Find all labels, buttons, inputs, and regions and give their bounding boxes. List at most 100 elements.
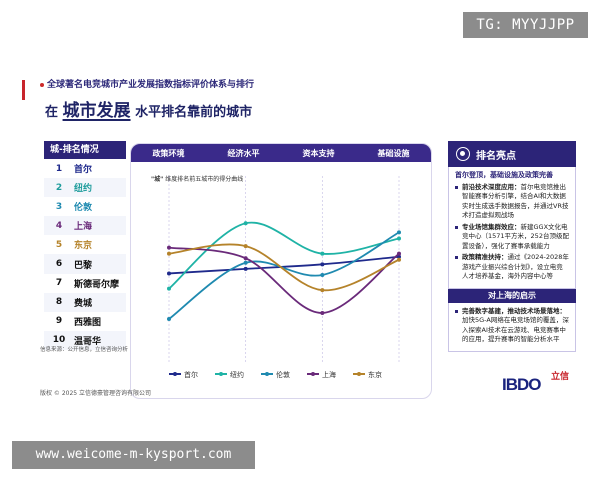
highlights-title: 排名亮点 (476, 150, 516, 162)
series-line (168, 246, 400, 314)
data-point (397, 251, 401, 256)
data-point (397, 257, 401, 262)
kicker-text: 全球著名电竞城市产业发展指数指标评价体系与排行 (47, 80, 255, 90)
category-header-label: 经济水平 (227, 148, 260, 158)
accent-bar (22, 80, 25, 100)
rank-number: 3 (55, 201, 63, 212)
rank-number: 4 (55, 220, 63, 231)
data-point (243, 256, 248, 261)
rank-number: 1 (55, 163, 63, 174)
highlight-bullet: 完善数字基建，推动技术场景落地：加快5G-A网络在电竞场馆的覆盖，深入探索AI技… (455, 307, 569, 345)
slide: 全球著名电竞城市产业发展指数指标评价体系与排行 在 城市发展 水平排名靠前的城市… (0, 55, 600, 405)
rank-city: 西雅图 (74, 317, 102, 328)
section-kicker: 全球著名电竞城市产业发展指数指标评价体系与排行 (40, 77, 254, 90)
series-line (168, 221, 400, 290)
telegram-watermark: TG: MYYJJPP (463, 12, 588, 38)
series-line (168, 243, 400, 292)
category-header-label: 基础设施 (377, 148, 410, 158)
ranking-row: 6 巴黎 (44, 254, 126, 274)
legend-label: 首尔 (184, 370, 198, 379)
rank-city: 温哥华 (74, 336, 102, 347)
ranking-panel: 城-排名情况 1 首尔 2 纽约 3 伦敦 4 上海 5 东京 6 巴黎 7 斯德哥尔摩 8 费城 9 西雅图 10… (44, 141, 126, 391)
logo-text: IBDO (502, 375, 541, 394)
data-point (167, 286, 171, 291)
rank-city: 首尔 (74, 165, 93, 176)
data-point (320, 272, 325, 277)
ranking-row: 4 上海 (44, 216, 126, 236)
data-point (243, 244, 248, 249)
title-pre: 在 (45, 105, 59, 120)
highlights-box: 首尔登顶，基础设施及政策完善 前沿技术深度应用：首尔电竞馆推出智能赛事分析引擎，… (448, 167, 576, 289)
data-point (167, 271, 171, 276)
highlight-bullet: 专业场馆集群效应：新建GGX文化电竞中心（1571平方米，252台顶级配置设备）… (455, 223, 569, 252)
legend-label: 上海 (322, 370, 336, 379)
rank-number: 6 (55, 259, 63, 270)
chart-category-header: 政策环境 经济水平 资本支持 基础设施 (131, 144, 431, 162)
rank-city: 伦敦 (74, 203, 93, 214)
copyright: 版权 © 2025 立信德豪管理咨询有限公司 (40, 390, 151, 397)
rank-city: 上海 (74, 222, 93, 233)
legend-marker (219, 372, 223, 376)
title-highlight: 城市发展 (62, 101, 131, 121)
ranking-row: 9 西雅图 (44, 311, 126, 331)
data-point (243, 266, 248, 271)
highlight-bullet: 政策精准扶持：通过《2024-2028年游戏产业振兴综合计划》，设立电竞人才培养… (455, 253, 569, 282)
ranking-list: 1 首尔 2 纽约 3 伦敦 4 上海 5 东京 6 巴黎 7 斯德哥尔摩 8 费城 9 西雅图 10 温哥华 (44, 159, 126, 350)
ranking-row: 7 斯德哥尔摩 (44, 273, 126, 293)
legend-marker (265, 372, 269, 376)
bullet-heading: 政策精准扶持： (462, 253, 508, 261)
legend-label: 纽约 (230, 370, 244, 379)
chart-title-prefix: "城" (151, 176, 164, 183)
data-point (397, 230, 401, 235)
ranking-row: 10 温哥华 (44, 330, 126, 350)
ranking-row: 1 首尔 (44, 159, 126, 179)
highlight-bullet: 前沿技术深度应用：首尔电竞馆推出智能赛事分析引擎，结合AI和大数据实时生成选手数… (455, 183, 569, 221)
page-title: 在 城市发展 水平排名靠前的城市 (45, 96, 252, 121)
legend-label: 伦敦 (276, 370, 290, 379)
highlights-bullets: 前沿技术深度应用：首尔电竞馆推出智能赛事分析引擎，结合AI和大数据实时生成选手数… (455, 183, 569, 282)
highlights-header: 排名亮点 (448, 141, 576, 167)
data-point (397, 236, 401, 241)
source-note: 信息来源：公开信息，立信咨询分析 (40, 347, 129, 353)
bullet-text: 首尔电竞馆推出智能赛事分析引擎，结合AI和大数据实时生成选手数据报告，并通过VR… (462, 182, 569, 220)
category-header-label: 政策环境 (152, 148, 185, 158)
logo-cn: 立信 (551, 372, 570, 382)
series-line (168, 255, 400, 275)
chart-title-text: 维度排名前五城市的得分曲线 (165, 176, 244, 183)
rank-city: 东京 (74, 241, 93, 252)
rank-city: 巴黎 (74, 260, 93, 271)
bullet-heading: 前沿技术深度应用： (462, 182, 521, 191)
data-point (320, 251, 325, 256)
rank-city: 费城 (74, 298, 93, 309)
target-icon (456, 147, 470, 161)
ranking-row: 3 伦敦 (44, 197, 126, 217)
bullet-text: 加快5G-A网络在电竞场馆的覆盖，深入探索AI技术在云游戏、电竞赛事中的应用，提… (462, 316, 569, 343)
ranking-row: 2 纽约 (44, 178, 126, 198)
ranking-header: 城-排名情况 (44, 141, 126, 159)
highlights-subtitle: 首尔登顶，基础设施及政策完善 (455, 171, 553, 179)
shanghai-box: 完善数字基建，推动技术场景落地：加快5G-A网络在电竞场馆的覆盖，深入探索AI技… (448, 302, 576, 352)
data-point (243, 221, 248, 226)
shanghai-header: 对上海的启示 (448, 288, 576, 303)
rank-number: 2 (55, 182, 63, 193)
data-point (167, 317, 171, 322)
legend-label: 东京 (368, 370, 382, 379)
data-point (167, 251, 171, 256)
data-point (320, 262, 325, 267)
data-point (397, 254, 401, 259)
data-point (167, 245, 171, 250)
rank-city: 纽约 (74, 184, 93, 195)
rank-number: 9 (55, 316, 63, 327)
shanghai-bullets: 完善数字基建，推动技术场景落地：加快5G-A网络在电竞场馆的覆盖，深入探索AI技… (455, 307, 569, 345)
legend-marker (173, 372, 177, 376)
rank-number: 5 (55, 239, 63, 250)
legend-marker (357, 372, 361, 376)
rank-city: 斯德哥尔摩 (74, 279, 120, 290)
url-watermark: www.weicome-m-kysport.com (12, 441, 255, 469)
data-point (320, 288, 325, 293)
line-chart: 首尔 纽约 伦敦 上海 东京 (167, 176, 401, 379)
chart-title: "城" 维度排名前五城市的得分曲线 (151, 174, 243, 183)
data-point (243, 260, 248, 265)
category-header-label: 资本支持 (302, 148, 335, 158)
bullet-heading: 完善数字基建，推动技术场景落地： (462, 306, 566, 315)
